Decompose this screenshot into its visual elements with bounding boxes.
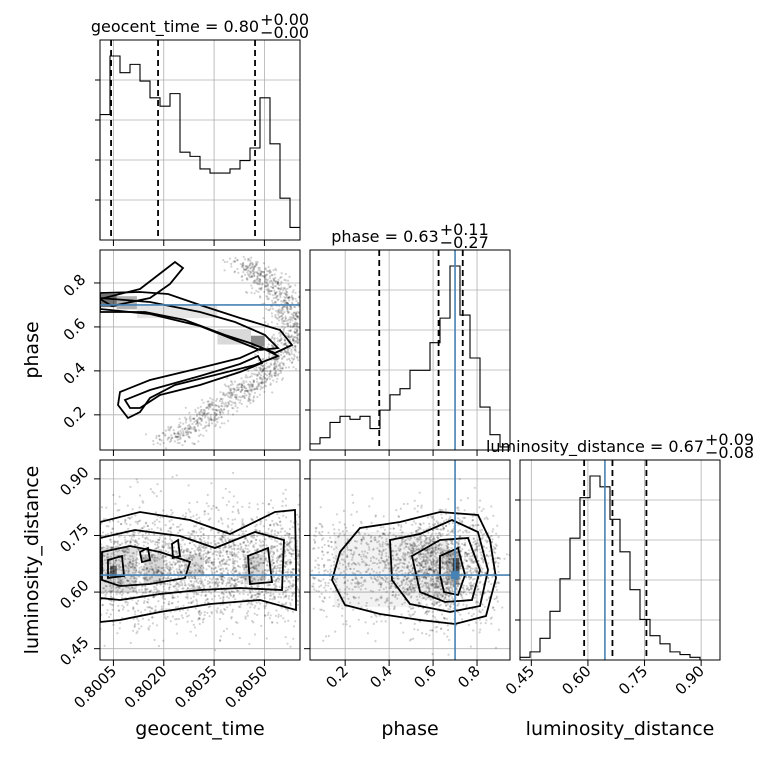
ytick-label-phase-3: 0.8 xyxy=(60,271,90,301)
hist-luminosity_distance xyxy=(519,475,720,661)
ytick-label-luminosity_distance-0: 0.45 xyxy=(56,633,92,669)
grid-2-0 xyxy=(100,460,300,660)
panel-frame-2-2 xyxy=(519,459,721,661)
y-axis-label-phase: phase xyxy=(21,321,43,378)
ytick-label-luminosity_distance-1: 0.60 xyxy=(56,576,92,612)
ytick-label-phase-0: 0.2 xyxy=(60,403,90,433)
panel-frame-1-0 xyxy=(99,249,301,451)
contour-1-0-2 xyxy=(100,297,280,351)
xtick-label-geocent_time-3: 0.8050 xyxy=(221,662,271,712)
contour-2-0-2 xyxy=(101,545,192,587)
contour-2-1-0 xyxy=(331,511,497,625)
hist-phase xyxy=(309,265,510,450)
ytick-label-phase-2: 0.6 xyxy=(60,315,90,345)
xtick-label-phase-2: 0.6 xyxy=(410,662,440,692)
ytick-label-luminosity_distance-3: 0.90 xyxy=(56,463,92,499)
contour-2-0-0 xyxy=(100,509,297,623)
scatter-1-0 xyxy=(144,255,300,450)
panel-frame-2-0 xyxy=(99,459,301,661)
density-2-1 xyxy=(331,511,497,625)
title-phase: phase = 0.63 +0.11−0.27 xyxy=(331,220,489,252)
xtick-label-luminosity_distance-1: 0.60 xyxy=(558,662,594,698)
contour-2-1-1 xyxy=(389,519,489,613)
density-1-0 xyxy=(100,260,294,420)
title-geocent_time: geocent_time = 0.80 +0.00−0.00 xyxy=(91,10,309,42)
contour-2-0-1 xyxy=(100,529,285,601)
density-2-0 xyxy=(100,509,297,623)
grid-1-0 xyxy=(100,250,300,450)
xtick-label-phase-3: 0.8 xyxy=(454,662,484,692)
title-luminosity_distance: luminosity_distance = 0.67 +0.09−0.08 xyxy=(486,430,754,462)
contour-2-0-4 xyxy=(107,554,125,580)
xtick-label-luminosity_distance-3: 0.90 xyxy=(672,662,708,698)
xtick-label-geocent_time-1: 0.8020 xyxy=(121,662,171,712)
contour-2-0-6 xyxy=(171,538,181,560)
xtick-label-phase-0: 0.2 xyxy=(322,662,352,692)
xtick-label-luminosity_distance-2: 0.75 xyxy=(615,662,651,698)
xtick-label-geocent_time-2: 0.8035 xyxy=(171,662,221,712)
contour-1-0-3 xyxy=(117,347,281,420)
x-axis-label-phase: phase xyxy=(381,718,438,740)
xtick-label-phase-1: 0.4 xyxy=(366,662,396,692)
x-axis-label-geocent_time: geocent_time xyxy=(135,718,264,740)
xtick-label-luminosity_distance-0: 0.45 xyxy=(502,662,538,698)
contour-1-0-1 xyxy=(100,291,294,354)
grid-2-1 xyxy=(310,460,510,660)
panel-frame-2-1 xyxy=(309,459,511,661)
panel-frame-0-0 xyxy=(99,39,301,241)
y-axis-label-luminosity_distance: luminosity_distance xyxy=(21,466,43,655)
contour-2-1-2 xyxy=(410,537,481,603)
hist-geocent_time xyxy=(99,55,300,240)
panel-frame-1-1 xyxy=(309,249,511,451)
xtick-label-geocent_time-0: 0.8005 xyxy=(70,662,120,712)
contour-1-0-4 xyxy=(123,354,264,409)
x-axis-label-luminosity_distance: luminosity_distance xyxy=(526,718,715,740)
contour-2-0-5 xyxy=(138,546,152,564)
truth-marker-2-1 xyxy=(451,571,460,580)
ytick-label-luminosity_distance-2: 0.75 xyxy=(56,520,92,556)
ytick-label-phase-1: 0.4 xyxy=(60,359,90,389)
